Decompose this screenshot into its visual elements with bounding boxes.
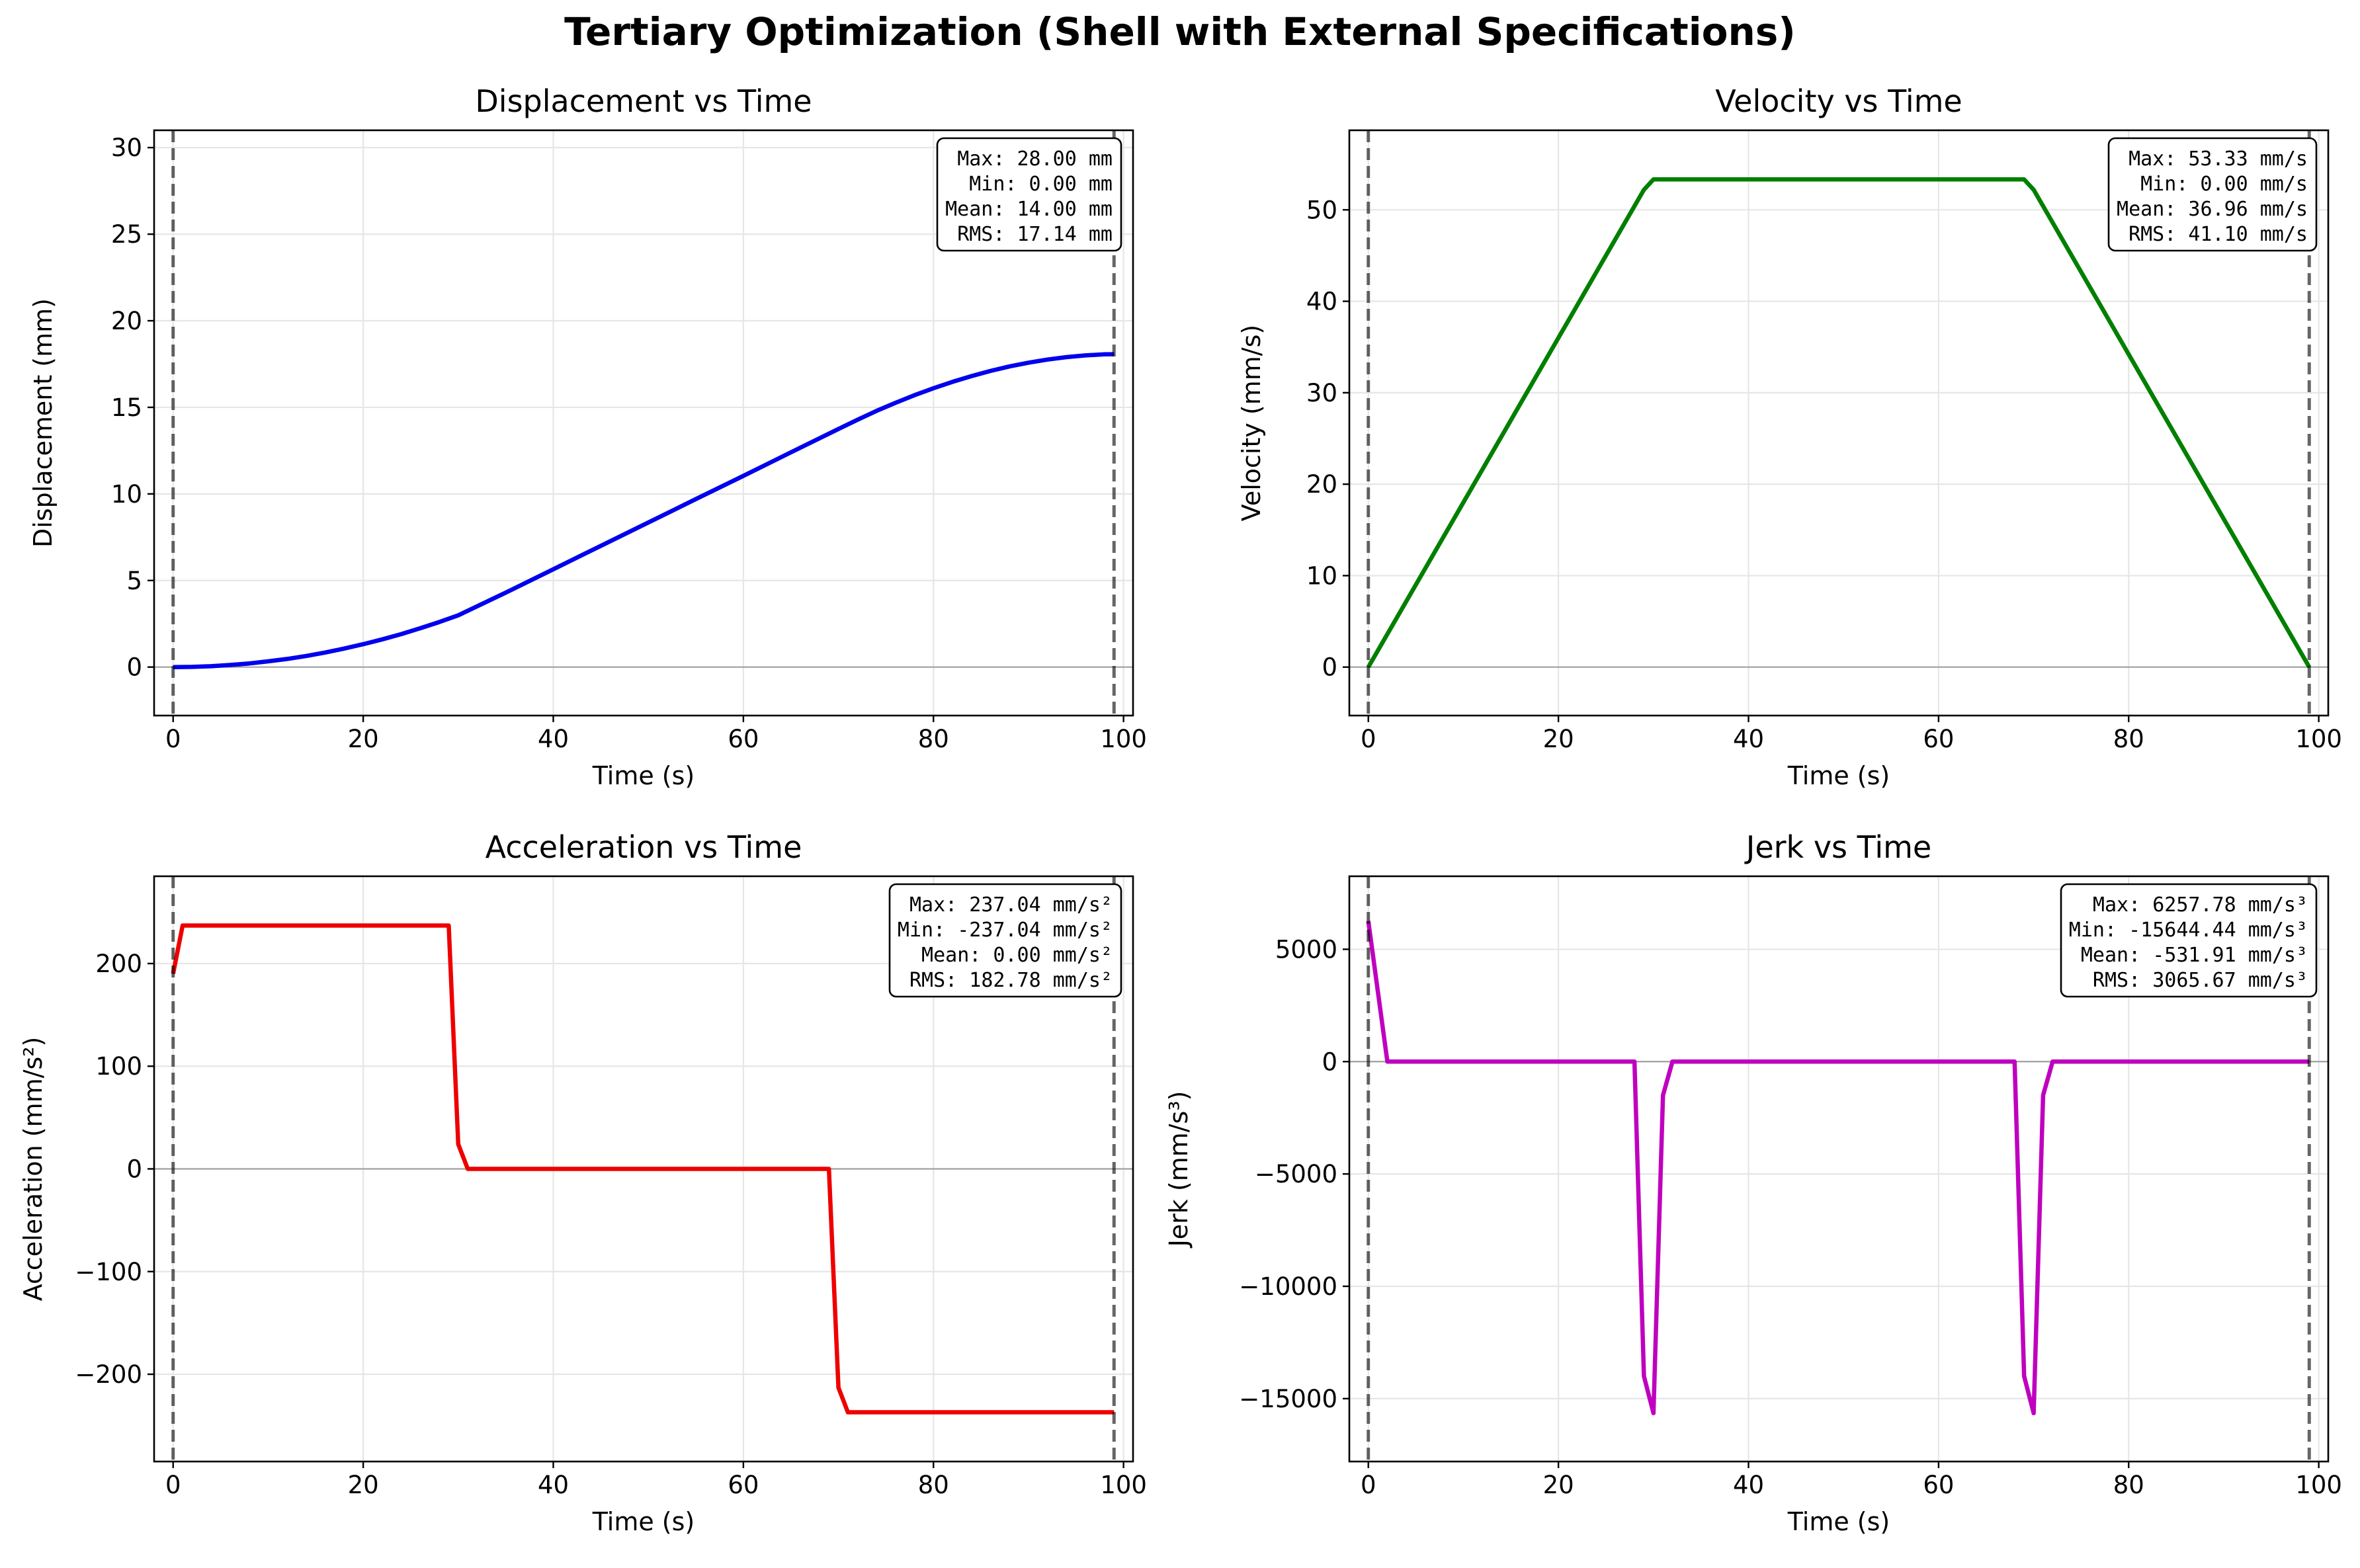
x-tick-label: 80 bbox=[2113, 1471, 2144, 1499]
x-axis-label: Time (s) bbox=[1787, 1507, 1890, 1536]
x-axis-label: Time (s) bbox=[592, 1507, 695, 1536]
acceleration-title: Acceleration vs Time bbox=[485, 829, 802, 865]
x-tick-label: 20 bbox=[1543, 725, 1574, 753]
x-tick-label: 100 bbox=[2295, 725, 2342, 753]
y-tick-label: 30 bbox=[1306, 379, 1337, 407]
x-axis-label: Time (s) bbox=[592, 761, 695, 790]
y-tick-label: 5000 bbox=[1275, 935, 1337, 964]
y-tick-label: 40 bbox=[1306, 288, 1337, 316]
y-tick-label: 30 bbox=[111, 134, 142, 162]
y-axis-label: Acceleration (mm/s²) bbox=[19, 1037, 48, 1301]
velocity-title: Velocity vs Time bbox=[1715, 83, 1962, 119]
x-tick-label: 100 bbox=[1100, 1471, 1147, 1499]
stats-line: Min: 0.00 mm bbox=[969, 173, 1113, 196]
stats-line: RMS: 17.14 mm bbox=[957, 223, 1113, 246]
x-axis-label: Time (s) bbox=[1787, 761, 1890, 790]
x-tick-label: 100 bbox=[1100, 725, 1147, 753]
y-tick-label: 0 bbox=[1322, 1048, 1337, 1076]
y-tick-label: 200 bbox=[95, 950, 142, 978]
acceleration-plot: 0 20 40 60 80 100 −200 −100 0 100 200 Acceleration … bbox=[19, 829, 1147, 1536]
x-tick-label: 100 bbox=[2295, 1471, 2342, 1499]
displacement-series-line bbox=[173, 352, 1115, 669]
x-tick-label: 0 bbox=[1361, 725, 1376, 753]
x-tick-label: 80 bbox=[2113, 725, 2144, 753]
stats-line: Max: 53.33 mm/s bbox=[2128, 147, 2308, 171]
figure-title: Tertiary Optimization (Shell with Extern… bbox=[564, 9, 1796, 54]
x-tick-label: 80 bbox=[918, 725, 949, 753]
y-axis-label: Displacement (mm) bbox=[28, 298, 58, 548]
y-tick-label: 100 bbox=[95, 1052, 142, 1081]
stats-line: Mean: 0.00 mm/s² bbox=[921, 944, 1113, 967]
x-tick-label: 80 bbox=[918, 1471, 949, 1499]
y-tick-label: 15 bbox=[111, 393, 142, 422]
x-tick-label: 0 bbox=[165, 725, 181, 753]
jerk-title: Jerk vs Time bbox=[1744, 829, 1931, 865]
x-tick-label: 20 bbox=[1543, 1471, 1574, 1499]
x-tick-label: 60 bbox=[728, 725, 759, 753]
x-tick-label: 40 bbox=[538, 725, 569, 753]
stats-line: Mean: 36.96 mm/s bbox=[2117, 198, 2308, 221]
x-tick-label: 20 bbox=[348, 725, 379, 753]
y-tick-label: 20 bbox=[111, 307, 142, 335]
stats-line: Max: 237.04 mm/s² bbox=[909, 893, 1113, 917]
stats-line: Max: 6257.78 mm/s³ bbox=[2093, 893, 2308, 917]
y-tick-label: 10 bbox=[111, 480, 142, 509]
x-tick-label: 40 bbox=[1733, 1471, 1764, 1499]
x-tick-label: 60 bbox=[1923, 725, 1954, 753]
x-tick-label: 40 bbox=[1733, 725, 1764, 753]
acceleration-series-line bbox=[171, 923, 1115, 1415]
stats-line: Mean: -531.91 mm/s³ bbox=[2081, 944, 2308, 967]
y-tick-label: 20 bbox=[1306, 470, 1337, 499]
axes-frame bbox=[1348, 875, 2330, 1463]
stats-line: Mean: 14.00 mm bbox=[945, 198, 1113, 221]
velocity-plot: 0 20 40 60 80 100 0 10 20 30 40 50 Velocity vs Time T… bbox=[1237, 83, 2342, 790]
stats-line: Max: 28.00 mm bbox=[957, 147, 1113, 171]
y-tick-label: −15000 bbox=[1239, 1385, 1337, 1413]
jerk-series-line bbox=[1366, 921, 2310, 1416]
x-tick-label: 20 bbox=[348, 1471, 379, 1499]
stats-line: Min: -15644.44 mm/s³ bbox=[2069, 919, 2308, 942]
y-tick-label: 25 bbox=[111, 220, 142, 249]
axes-frame bbox=[1348, 129, 2330, 717]
y-tick-label: 50 bbox=[1306, 196, 1337, 224]
y-axis-label: Velocity (mm/s) bbox=[1237, 325, 1266, 521]
x-tick-label: 60 bbox=[728, 1471, 759, 1499]
y-tick-label: 0 bbox=[126, 653, 142, 682]
y-tick-label: −5000 bbox=[1255, 1160, 1337, 1188]
x-tick-label: 60 bbox=[1923, 1471, 1954, 1499]
y-tick-label: 5 bbox=[126, 567, 142, 595]
y-tick-label: 10 bbox=[1306, 561, 1337, 590]
stats-line: RMS: 3065.67 mm/s³ bbox=[2093, 969, 2308, 992]
jerk-plot: 0 20 40 60 80 100 −15000 −10000 −5000 0 5000 Jerk v… bbox=[1164, 829, 2342, 1536]
stats-line: RMS: 182.78 mm/s² bbox=[909, 969, 1113, 992]
x-tick-label: 0 bbox=[1361, 1471, 1376, 1499]
stats-line: RMS: 41.10 mm/s bbox=[2128, 223, 2308, 246]
y-tick-label: −10000 bbox=[1239, 1272, 1337, 1301]
x-tick-label: 0 bbox=[165, 1471, 181, 1499]
y-axis-label: Jerk (mm/s³) bbox=[1164, 1091, 1193, 1249]
axes-frame bbox=[153, 129, 1134, 717]
y-tick-label: 0 bbox=[1322, 653, 1337, 682]
stats-line: Min: -237.04 mm/s² bbox=[898, 919, 1113, 942]
y-tick-label: −100 bbox=[75, 1258, 142, 1286]
stats-line: Min: 0.00 mm/s bbox=[2140, 173, 2308, 196]
y-tick-label: −200 bbox=[75, 1360, 142, 1389]
displacement-title: Displacement vs Time bbox=[475, 83, 812, 119]
velocity-series-line bbox=[1366, 177, 2312, 669]
x-tick-label: 40 bbox=[538, 1471, 569, 1499]
y-tick-label: 0 bbox=[126, 1155, 142, 1184]
displacement-plot: 0 20 40 60 80 100 0 5 10 15 20 25 30 Displacement vs … bbox=[28, 83, 1147, 790]
